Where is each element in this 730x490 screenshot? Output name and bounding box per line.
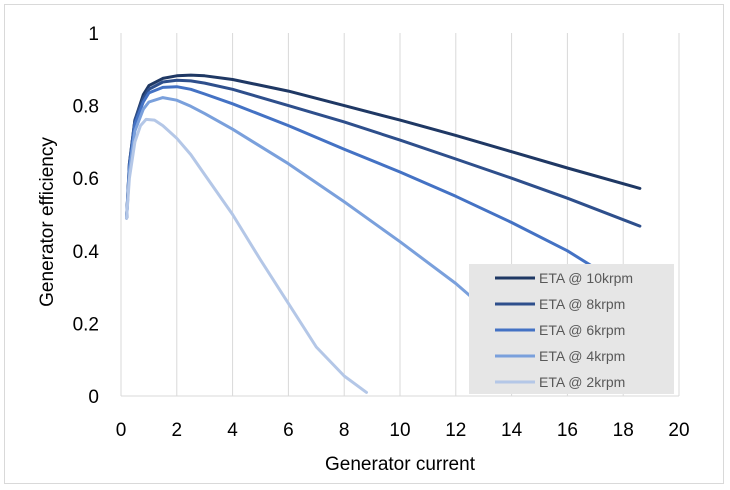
grid-layer bbox=[120, 33, 680, 396]
series-line-2 bbox=[125, 78, 642, 228]
legend-label-2: ETA @ 8krpm bbox=[539, 296, 625, 312]
y-tick-label: 0.2 bbox=[73, 314, 99, 335]
x-tick-label: 10 bbox=[389, 420, 410, 441]
legend-label-5: ETA @ 2krpm bbox=[539, 374, 625, 390]
x-axis-title: Generator current bbox=[325, 454, 476, 475]
y-tick-label: 0.4 bbox=[73, 242, 100, 263]
x-tick-label: 14 bbox=[501, 420, 523, 441]
x-tick-label: 4 bbox=[227, 420, 238, 441]
series-line-4 bbox=[125, 96, 474, 300]
y-tick-label: 1 bbox=[88, 24, 99, 45]
legend-label-1: ETA @ 10krpm bbox=[539, 270, 633, 286]
series-line-5 bbox=[125, 117, 368, 394]
x-tick-label: 6 bbox=[283, 420, 294, 441]
legend-label-3: ETA @ 6krpm bbox=[539, 322, 625, 338]
x-tick-label: 18 bbox=[613, 420, 634, 441]
y-tick-label: 0 bbox=[88, 387, 99, 408]
x-tick-label: 12 bbox=[445, 420, 466, 441]
y-axis-title: Generator efficiency bbox=[37, 137, 58, 307]
x-tick-label: 16 bbox=[557, 420, 578, 441]
series-line-3 bbox=[125, 85, 597, 270]
x-tick-label: 2 bbox=[172, 420, 183, 441]
series-layer bbox=[125, 73, 642, 394]
legend-layer: ETA @ 10krpm ETA @ 8krpm ETA @ 6krpm ETA @ … bbox=[495, 270, 633, 390]
x-tick-label: 8 bbox=[339, 420, 350, 441]
y-tick-label: 0.6 bbox=[73, 169, 99, 190]
x-tick-label: 0 bbox=[116, 420, 127, 441]
legend-label-4: ETA @ 4krpm bbox=[539, 348, 625, 364]
tick-layer: 0 2 4 6 8 10 12 14 16 18 20 0 0.2 0.4 0.6 0.8 1 bbox=[73, 24, 690, 441]
chart-frame bbox=[4, 4, 724, 484]
y-tick-label: 0.8 bbox=[73, 97, 99, 118]
x-tick-label: 20 bbox=[668, 420, 689, 441]
